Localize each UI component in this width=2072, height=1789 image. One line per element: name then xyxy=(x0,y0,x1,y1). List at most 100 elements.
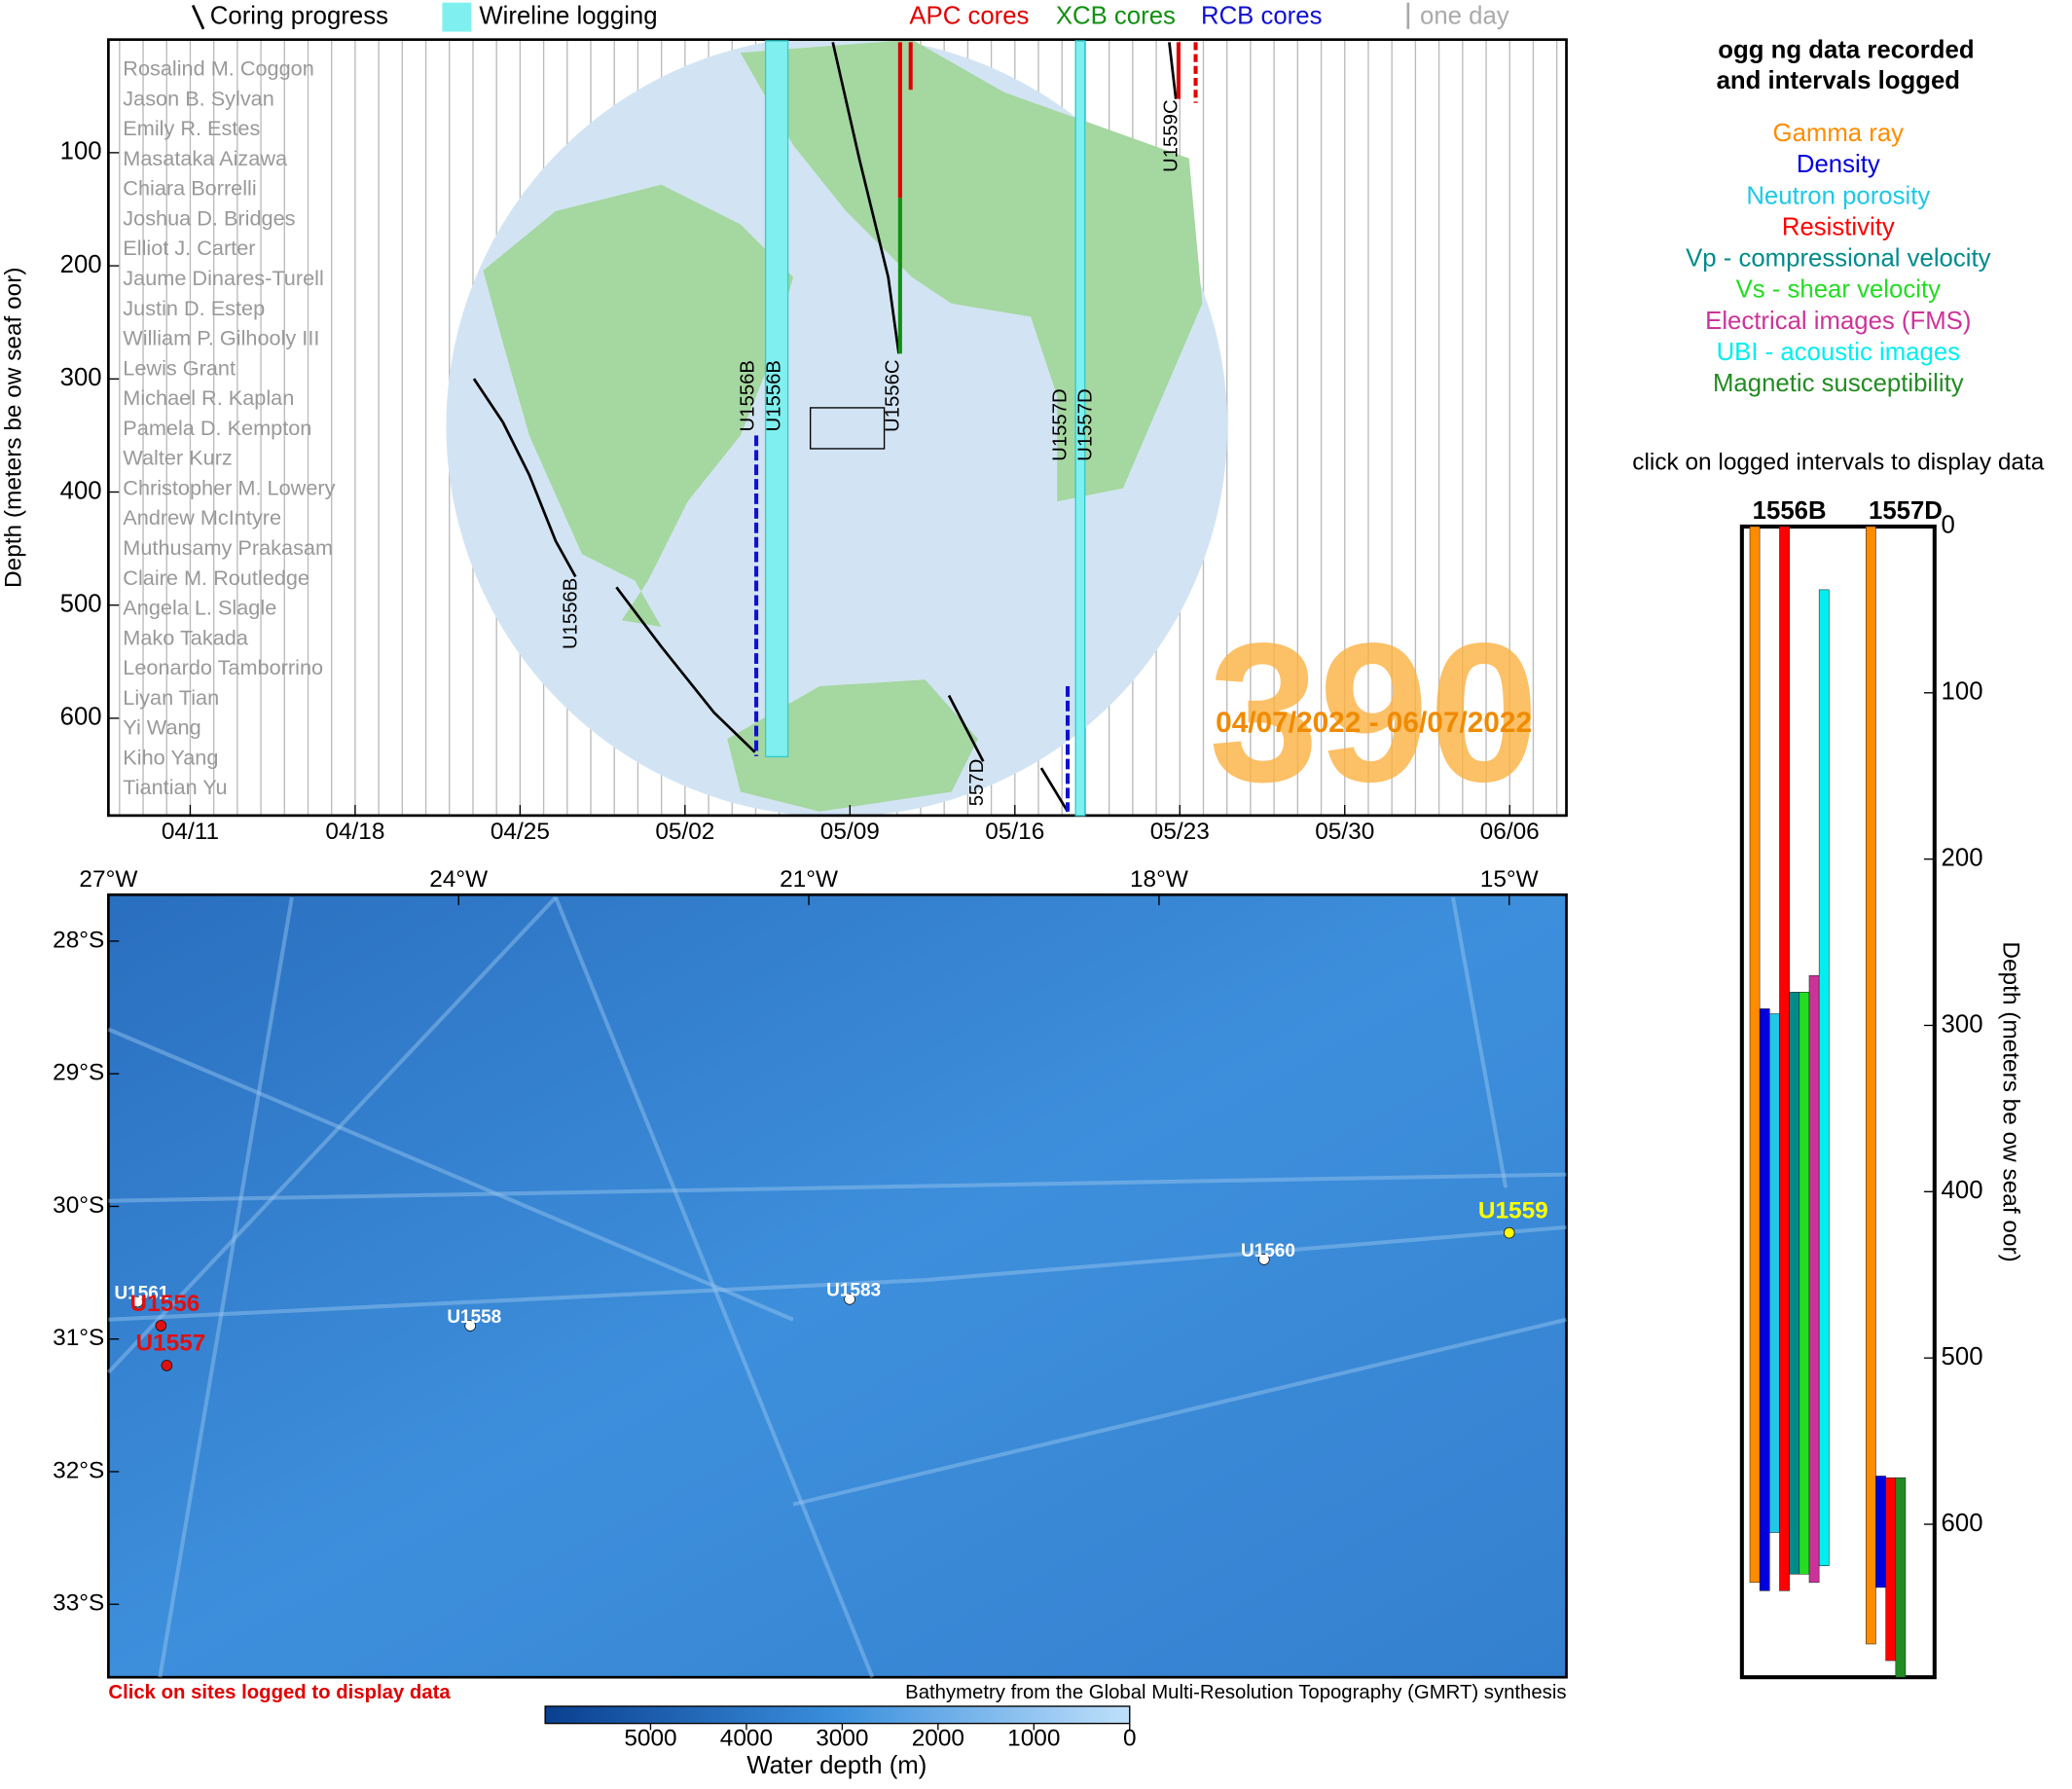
hole-label: U1559C xyxy=(1161,99,1182,172)
scientist: Emily R. Estes xyxy=(123,116,260,140)
timeline-traces xyxy=(472,42,1198,813)
wireline-interval xyxy=(1074,40,1086,817)
scientist: Claire M. Routledge xyxy=(123,566,309,590)
lat-label: 30°S xyxy=(53,1192,104,1219)
coring-trace xyxy=(947,694,985,762)
bathymetry-map xyxy=(107,893,1568,1679)
site-box xyxy=(809,407,886,450)
x-tick-label: 05/02 xyxy=(655,819,714,845)
colorbar-tick-label: 2000 xyxy=(912,1725,964,1751)
lon-label: 21°W xyxy=(780,866,838,893)
colorbar-tick-label: 4000 xyxy=(720,1725,773,1751)
y-tick-label: 100 xyxy=(1942,678,1983,706)
hole-label: U1556B xyxy=(763,360,784,431)
site-label[interactable]: U1556 xyxy=(129,1291,200,1317)
hole-header: 1556B xyxy=(1753,497,1827,525)
logged-interval[interactable] xyxy=(1799,992,1810,1575)
logged-interval[interactable] xyxy=(1866,526,1876,1645)
log-type: UBI - acoustic images xyxy=(1717,339,1960,366)
colorbar-tick-label: 0 xyxy=(1123,1725,1137,1751)
colorbar-tick-label: 5000 xyxy=(624,1725,676,1751)
scientist: Elliot J. Carter xyxy=(123,236,255,260)
antarctica xyxy=(727,679,978,812)
legend-rcb: RCB cores xyxy=(1201,2,1323,29)
logged-interval[interactable] xyxy=(1818,589,1830,1566)
hole-label: U1557D xyxy=(1050,388,1072,461)
logged-interval[interactable] xyxy=(1779,526,1790,1591)
log-type: Vs - shear velocity xyxy=(1736,276,1941,304)
scientist: Justin D. Estep xyxy=(123,296,265,320)
map-credit: Bathymetry from the Global Multi-Resolut… xyxy=(905,1682,1566,1703)
lat-label: 33°S xyxy=(53,1590,104,1617)
lat-label: 29°S xyxy=(53,1060,104,1086)
x-tick-label: 04/11 xyxy=(162,819,219,845)
x-tick-label: 05/23 xyxy=(1150,819,1210,845)
site-marker xyxy=(1258,1254,1270,1265)
legend-apc: APC cores xyxy=(909,2,1029,29)
colorbar xyxy=(544,1705,1131,1725)
timeline-frame xyxy=(107,38,1568,818)
logs-hint: click on logged intervals to display dat… xyxy=(1632,449,2044,475)
scientist: William P. Gilhooly III xyxy=(123,326,319,350)
site-marker xyxy=(464,1320,476,1332)
y-tick-label: 100 xyxy=(60,138,102,165)
y-tick-label: 200 xyxy=(1942,844,1983,871)
scientist: Masataka Aizawa xyxy=(123,146,288,170)
logs-title: ogg ng data recorded xyxy=(1718,37,1974,64)
lat-label: 32°S xyxy=(53,1457,104,1483)
scientist: Leonardo Tamborrino xyxy=(123,655,323,679)
logged-interval[interactable] xyxy=(1895,1477,1907,1678)
x-tick-label: 06/06 xyxy=(1480,819,1540,845)
legend-wireline-icon xyxy=(442,2,472,32)
lon-label: 18°W xyxy=(1130,866,1188,893)
hole-header: 1557D xyxy=(1869,497,1943,525)
site-marker xyxy=(131,1296,144,1308)
hole-label: 557D xyxy=(966,759,988,807)
site-label[interactable]: U1557 xyxy=(135,1331,205,1357)
scientist: Kiho Yang xyxy=(123,745,218,769)
logged-interval[interactable] xyxy=(1885,1477,1897,1661)
y-tick-label: 600 xyxy=(1942,1510,1983,1537)
coring-trace xyxy=(1039,767,1070,813)
log-type: Neutron porosity xyxy=(1746,182,1930,209)
coring-trace xyxy=(472,378,577,578)
site-marker xyxy=(161,1360,173,1371)
hole-label: U1556B xyxy=(561,578,582,649)
scientist: Andrew McIntyre xyxy=(123,505,281,529)
scientist: Liyan Tian xyxy=(123,685,219,710)
logs-y-label: Depth (meters be ow seaf oor) xyxy=(1998,941,2024,1261)
logged-interval[interactable] xyxy=(1759,1008,1770,1591)
logged-interval[interactable] xyxy=(1749,526,1761,1584)
logged-interval[interactable] xyxy=(1875,1476,1886,1588)
y-tick-label: 0 xyxy=(1942,512,1955,539)
south-america xyxy=(483,184,794,627)
lat-label: 31°S xyxy=(53,1325,104,1351)
logs-title: and intervals logged xyxy=(1717,67,1960,94)
hole-label: U1556B xyxy=(737,360,758,431)
legend-xcb: XCB cores xyxy=(1056,2,1176,29)
y-tick-label: 200 xyxy=(60,251,102,278)
lon-label: 27°W xyxy=(79,866,137,893)
scientist: Michael R. Kaplan xyxy=(123,385,294,410)
legend-coring: Coring progress xyxy=(210,2,388,29)
site-label: U1558 xyxy=(447,1307,501,1328)
site-marker xyxy=(1503,1226,1515,1239)
y-tick-label: 500 xyxy=(60,591,102,618)
scientist: Rosalind M. Coggon xyxy=(123,56,314,81)
lon-label: 24°W xyxy=(429,866,488,893)
map-note: Click on sites logged to display data xyxy=(108,1682,451,1703)
wireline-interval xyxy=(764,40,789,758)
site-label[interactable]: U1559 xyxy=(1478,1197,1548,1223)
logged-interval[interactable] xyxy=(1789,992,1800,1575)
logged-interval[interactable] xyxy=(1808,974,1820,1584)
legend-wireline: Wireline logging xyxy=(479,2,657,29)
scientist: Christopher M. Lowery xyxy=(123,475,335,499)
legend-coring-icon xyxy=(191,4,205,30)
logged-interval[interactable] xyxy=(1769,1013,1780,1533)
scientist: Lewis Grant xyxy=(123,355,236,380)
x-tick-label: 04/18 xyxy=(325,819,384,845)
africa xyxy=(740,39,1203,502)
legend-day: one day xyxy=(1420,2,1509,29)
y-tick-label: 600 xyxy=(60,704,102,731)
